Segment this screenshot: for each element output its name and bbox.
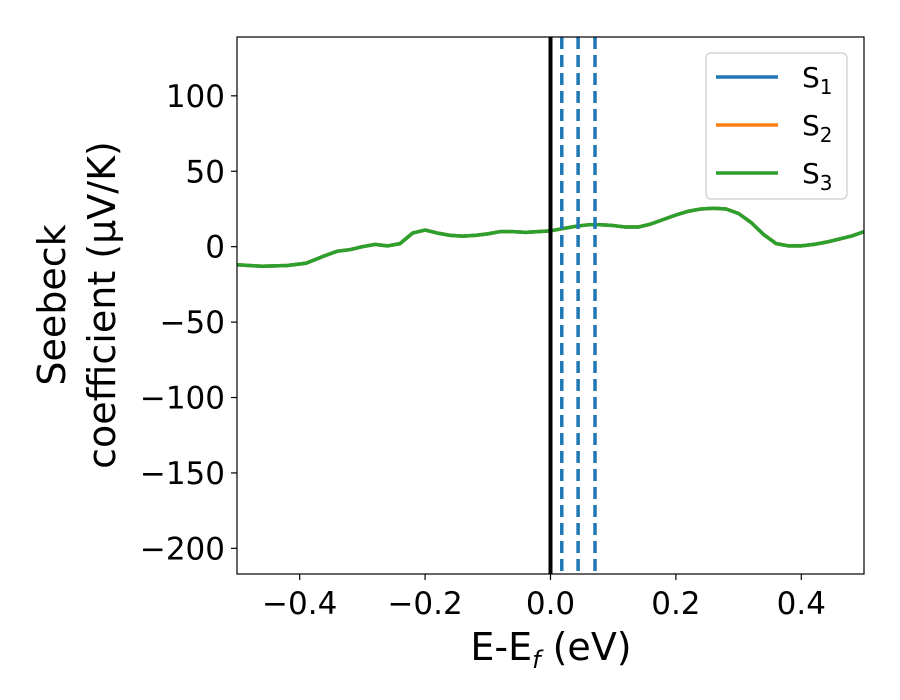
y-axis-label-line1: Seebeck <box>30 224 74 385</box>
x-tick-label: 0.2 <box>651 586 700 622</box>
y-tick-label: −100 <box>140 381 225 417</box>
y-tick-label: 100 <box>166 79 225 115</box>
series-line-s3 <box>237 206 864 269</box>
y-axis-ticks: 100 50 0 −50 −100 −150 −200 <box>140 79 237 567</box>
legend: S1 S2 S3 <box>705 52 848 200</box>
legend-label-s2: S2 <box>802 109 833 147</box>
x-tick-label: 0.4 <box>777 586 826 622</box>
y-tick-label: −50 <box>160 305 225 341</box>
y-tick-label: 50 <box>186 154 225 190</box>
x-axis-ticks: −0.4 −0.2 0.0 0.2 0.4 <box>262 574 826 622</box>
x-tick-label: −0.2 <box>387 586 462 622</box>
y-tick-label: 0 <box>205 230 225 266</box>
y-axis-label: Seebeck coefficient (μV/K) <box>30 141 124 469</box>
x-axis-label: E-Ef (eV) <box>470 625 631 674</box>
x-tick-label: 0.0 <box>526 586 575 622</box>
plot-area <box>237 37 864 574</box>
legend-label-s1: S1 <box>802 61 833 99</box>
legend-label-s3: S3 <box>802 157 833 195</box>
y-axis-label-line2: coefficient (μV/K) <box>80 141 124 469</box>
x-tick-label: −0.4 <box>262 586 337 622</box>
y-tick-label: −200 <box>140 531 225 567</box>
y-tick-label: −150 <box>140 456 225 492</box>
